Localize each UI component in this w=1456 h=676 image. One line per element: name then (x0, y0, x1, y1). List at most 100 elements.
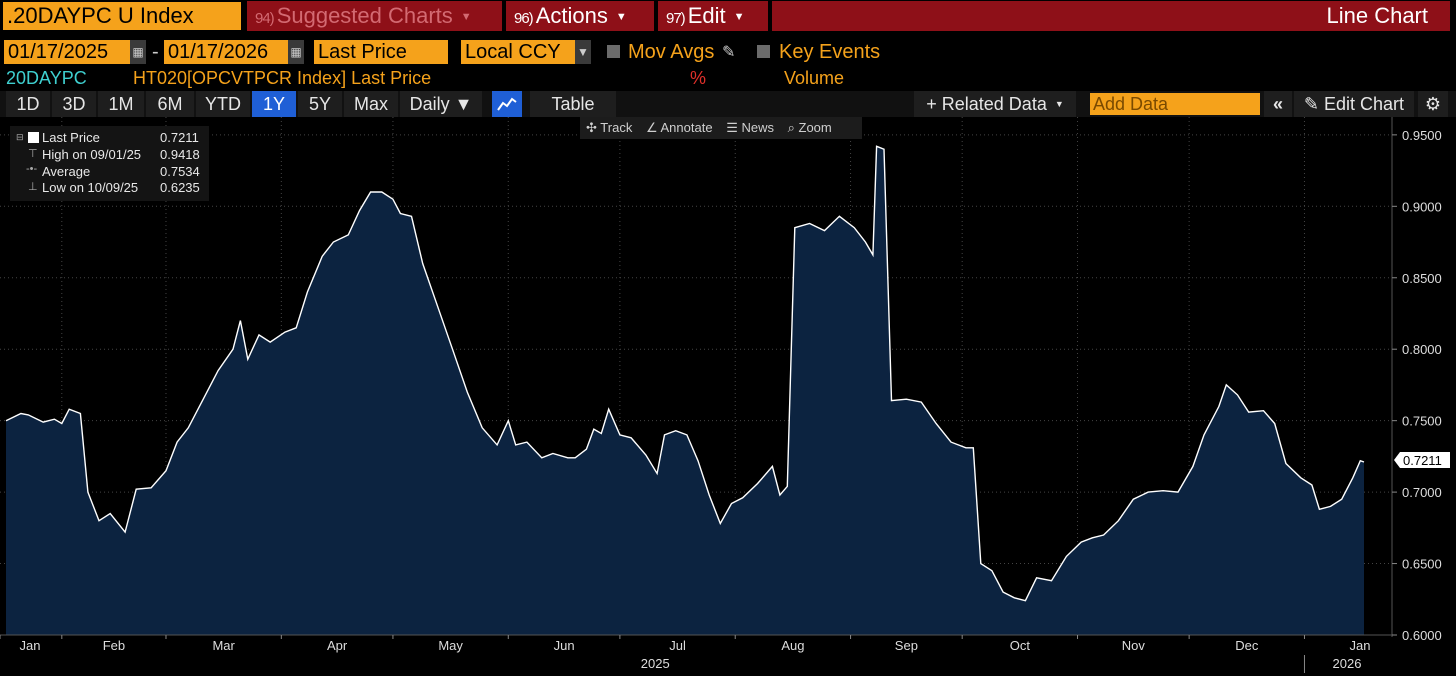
key-events-label[interactable]: Key Events (779, 41, 881, 63)
y-tick-label: 0.7000 (1402, 485, 1442, 500)
edit-chart-label: Edit Chart (1324, 94, 1405, 114)
actions-label: Actions (535, 3, 608, 28)
edit-number: 97) (666, 10, 686, 27)
legend-low-label: Low on 10/09/25 (42, 180, 139, 195)
field-select[interactable]: Last Price (314, 40, 448, 64)
last-price-marker: 0.7211 (1394, 452, 1450, 468)
chevron-down-icon: ▼ (460, 11, 472, 23)
period-5y-button[interactable]: 5Y (298, 91, 342, 117)
calendar-icon[interactable]: ▦ (130, 40, 146, 64)
date-separator: - (152, 41, 159, 63)
y-tick-label: 0.8000 (1402, 342, 1442, 357)
legend-last-label: Last Price (42, 130, 100, 145)
period-ytd-button[interactable]: YTD (196, 91, 250, 117)
news-icon[interactable]: ☰ (726, 120, 738, 135)
suggested-charts-number: 94) (255, 10, 275, 27)
edit-menu[interactable]: 97) Edit ▼ (658, 1, 768, 31)
pencil-icon[interactable]: ✎ (722, 44, 736, 61)
legend-average-value: 0.7534 (160, 164, 200, 179)
x-tick-label: Sep (895, 638, 918, 653)
key-events-checkbox[interactable] (757, 45, 770, 58)
chart-area[interactable]: 0.6000 0.6500 0.7000 0.7500 0.8000 0.8500 0.90… (0, 117, 1456, 676)
chart-type-title: Line Chart (772, 1, 1450, 31)
x-tick-label: Feb (103, 638, 125, 653)
period-1d-button[interactable]: 1D (6, 91, 50, 117)
legend-low-value: 0.6235 (160, 180, 200, 195)
line-chart-icon[interactable] (492, 91, 522, 117)
zoom-icon[interactable]: ⌕ (787, 120, 795, 135)
series-swatch (28, 132, 39, 143)
chevron-down-icon[interactable]: ▼ (575, 40, 591, 64)
collapse-icon[interactable]: « (1264, 91, 1292, 117)
x-tick-label: Nov (1122, 638, 1146, 653)
x-axis-ticks: Jan Feb Mar Apr May Jun Jul Aug Sep Oct Nov Dec Jan 2… (0, 635, 1370, 673)
track-button[interactable]: Track (600, 120, 633, 135)
start-date-input[interactable]: 01/17/2025 (4, 40, 130, 64)
related-data-button[interactable]: + Related Data ▼ (914, 91, 1076, 117)
x-tick-label: Apr (327, 638, 348, 653)
x-tick-label: Jan (1350, 638, 1371, 653)
last-price-label: 0.7211 (1403, 453, 1442, 468)
x-tick-label: Dec (1235, 638, 1259, 653)
mov-avgs-label[interactable]: Mov Avgs (628, 41, 715, 63)
average-icon: -•- (26, 163, 38, 175)
table-button[interactable]: Table (530, 91, 616, 117)
chevron-down-icon: ▼ (1054, 99, 1064, 109)
y-tick-label: 0.7500 (1402, 414, 1442, 429)
x-tick-label: Oct (1010, 638, 1031, 653)
chart-legend: ⊟ Last Price 0.7211 ⊤ High on 09/01/25 0… (10, 126, 209, 201)
series-description: HT020[OPCVTPCR Index] Last Price (133, 68, 432, 88)
x-tick-label: Mar (212, 638, 235, 653)
series-area (6, 146, 1364, 636)
ticker-field[interactable]: .20DAYPC U Index (3, 2, 241, 30)
end-date-input[interactable]: 01/17/2026 (164, 40, 288, 64)
x-tick-label: Jun (554, 638, 575, 653)
x-tick-label: Aug (781, 638, 804, 653)
period-1y-button[interactable]: 1Y (252, 91, 296, 117)
actions-number: 96) (514, 10, 534, 27)
chevron-down-icon: ▼ (615, 11, 627, 23)
period-1m-button[interactable]: 1M (98, 91, 144, 117)
chart-tools-bar: ✣ Track ∠ Annotate ☰ News ⌕ Zoom (580, 117, 862, 139)
y-tick-label: 0.8500 (1402, 271, 1442, 286)
y-tick-label: 0.6500 (1402, 557, 1442, 572)
year-label: 2025 (641, 656, 670, 671)
gear-icon[interactable]: ⚙ (1418, 91, 1448, 117)
x-tick-label: May (438, 638, 463, 653)
annotate-button[interactable]: Annotate (660, 120, 713, 135)
actions-menu[interactable]: 96) Actions ▼ (506, 1, 654, 31)
period-3d-button[interactable]: 3D (52, 91, 96, 117)
series-line (5, 145, 1365, 602)
collapse-legend-icon[interactable]: ⊟ (16, 132, 24, 142)
track-icon[interactable]: ✣ (586, 120, 597, 135)
percent-label: % (690, 68, 707, 88)
news-button[interactable]: News (741, 120, 774, 135)
add-data-input[interactable]: Add Data (1090, 93, 1260, 115)
edit-chart-button[interactable]: ✎ Edit Chart (1294, 91, 1414, 117)
related-data-label: + Related Data (926, 94, 1047, 114)
annotate-icon[interactable]: ∠ (645, 120, 658, 135)
period-6m-button[interactable]: 6M (146, 91, 194, 117)
volume-label: Volume (784, 68, 845, 88)
suggested-charts-label: Suggested Charts (276, 3, 453, 28)
x-tick-label: Jul (669, 638, 686, 653)
low-icon: ⊥ (28, 181, 38, 193)
legend-high-label: High on 09/01/25 (42, 147, 142, 162)
pencil-icon: ✎ (1303, 94, 1325, 114)
zoom-button[interactable]: Zoom (798, 120, 832, 135)
period-max-button[interactable]: Max (344, 91, 398, 117)
last-price-flag (1394, 452, 1450, 468)
suggested-charts-menu[interactable]: 94) Suggested Charts ▼ (247, 1, 502, 31)
y-tick-label: 0.6000 (1402, 628, 1442, 643)
legend-average-label: Average (42, 164, 91, 179)
calendar-icon[interactable]: ▦ (288, 40, 304, 64)
legend-high-value: 0.9418 (160, 147, 200, 162)
y-tick-label: 0.9500 (1402, 128, 1442, 143)
y-tick-label: 0.9000 (1402, 199, 1442, 214)
x-tick-label: Jan (20, 638, 41, 653)
high-icon: ⊤ (28, 148, 38, 160)
chevron-down-icon: ▼ (733, 11, 745, 23)
currency-select[interactable]: Local CCY (461, 40, 575, 64)
mov-avgs-checkbox[interactable] (607, 45, 620, 58)
frequency-select[interactable]: Daily ▼ (400, 91, 482, 117)
